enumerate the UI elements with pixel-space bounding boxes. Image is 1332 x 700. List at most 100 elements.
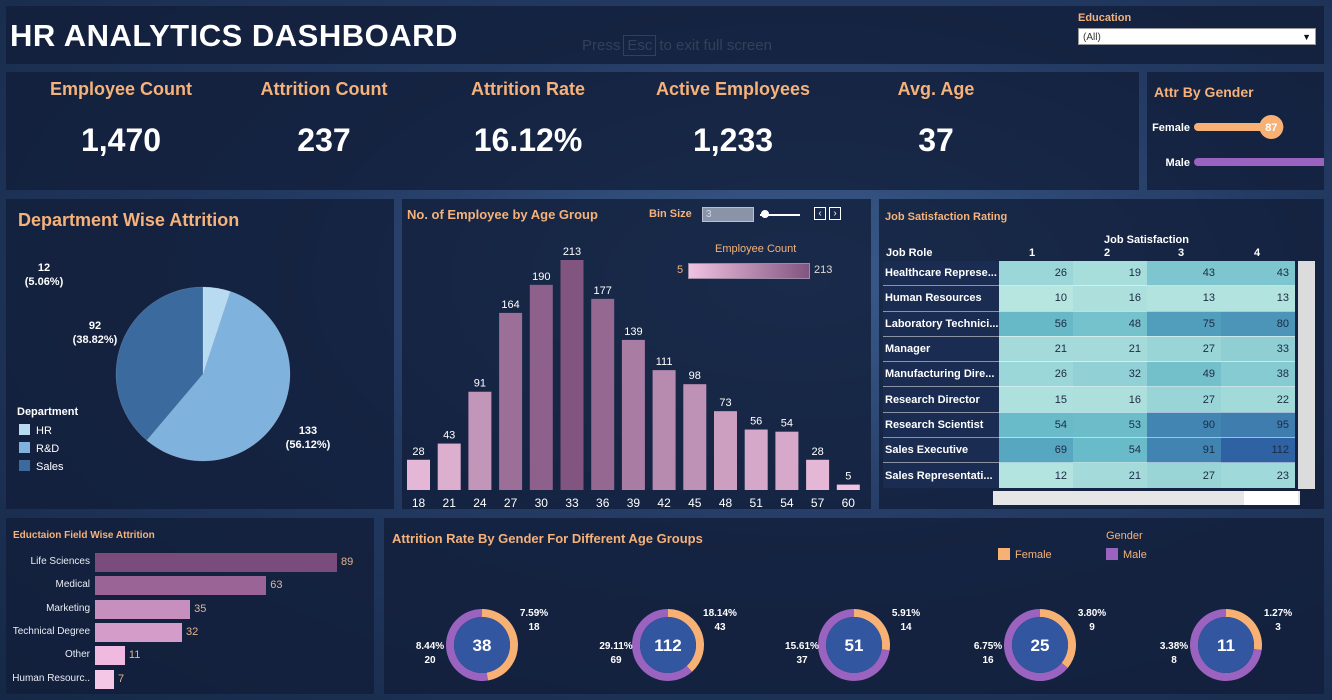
kpi-label: Attrition Rate [471, 79, 585, 99]
bin-size-input[interactable]: 3 [702, 207, 754, 222]
heatmap-cell[interactable]: 13 [1147, 285, 1221, 312]
heatmap-row: Research Scientist 54 53 90 95 [883, 411, 1295, 438]
donut-male-segment[interactable] [1004, 609, 1068, 681]
bin-size-slider-handle[interactable] [761, 210, 769, 218]
kpi-panel: Employee Count 1,470 Attrition Count 237… [6, 72, 1139, 190]
donut-female-segment[interactable] [482, 609, 518, 681]
heatmap-cell[interactable]: 48 [1073, 310, 1147, 337]
age-bar[interactable] [714, 411, 737, 490]
heatmap-cell[interactable]: 75 [1147, 310, 1221, 337]
heatmap-cell[interactable]: 27 [1147, 386, 1221, 413]
heatmap-cell[interactable]: 23 [1221, 462, 1295, 488]
edu-field-value: 32 [186, 625, 199, 638]
age-bar[interactable] [836, 484, 860, 490]
heatmap-cell[interactable]: 13 [1221, 285, 1295, 312]
heatmap-cell[interactable]: 10 [999, 285, 1073, 312]
department-legend: HR R&D Sales [19, 424, 64, 478]
donut-male-segment[interactable] [446, 609, 488, 681]
heatmap-cell[interactable]: 26 [999, 261, 1073, 286]
heatmap-cell[interactable]: 26 [999, 361, 1073, 387]
age-tick-label: 27 [504, 496, 518, 509]
donut-male-percent: 3.38% [1160, 641, 1188, 652]
legend-item-rd[interactable]: R&D [19, 442, 64, 460]
heatmap-cell[interactable]: 15 [999, 386, 1073, 413]
donut-male-segment[interactable] [632, 609, 692, 681]
age-bar[interactable] [560, 260, 584, 490]
age-bar[interactable] [468, 391, 492, 490]
edu-field-bar [95, 599, 191, 619]
heatmap-cell[interactable]: 56 [999, 310, 1073, 337]
edu-field-label: Technical Degree [12, 625, 90, 637]
heatmap-cell[interactable]: 16 [1073, 386, 1147, 413]
age-group-panel: No. of Employee by Age Group Bin Size 3 … [402, 199, 871, 509]
age-bar[interactable] [437, 443, 461, 490]
heatmap-cell[interactable]: 90 [1147, 411, 1221, 438]
heatmap-cell[interactable]: 53 [1073, 411, 1147, 438]
heatmap-cell[interactable]: 91 [1147, 437, 1221, 463]
age-bar[interactable] [407, 459, 430, 490]
horizontal-scrollbar[interactable] [993, 491, 1300, 505]
age-bar[interactable] [775, 431, 799, 490]
pie-slice-sales[interactable] [115, 286, 204, 441]
age-bar[interactable] [591, 298, 615, 490]
edu-field-value: 89 [341, 556, 354, 568]
donut-female-segment[interactable] [854, 609, 890, 651]
age-bar[interactable] [621, 339, 645, 490]
age-bar[interactable] [529, 284, 553, 490]
age-bar-value: 28 [412, 446, 424, 458]
heatmap-cell[interactable]: 16 [1073, 285, 1147, 312]
donut-male-percent: 6.75% [974, 641, 1002, 652]
legend-swatch [19, 424, 30, 435]
attr-by-gender-panel: Attr By Gender Female87Male150 [1147, 72, 1324, 190]
heatmap-cell[interactable]: 22 [1221, 386, 1295, 413]
heatmap-cell[interactable]: 95 [1221, 411, 1295, 438]
heatmap-cell[interactable]: 43 [1221, 261, 1295, 286]
legend-swatch [998, 548, 1010, 560]
heatmap-row: Manager 21 21 27 33 [883, 335, 1295, 362]
bin-size-slider-track[interactable] [760, 214, 800, 216]
heatmap-cell[interactable]: 33 [1221, 335, 1295, 362]
heatmap-cell[interactable]: 49 [1147, 361, 1221, 387]
pie-slice-hr[interactable] [202, 286, 231, 375]
heatmap-cell[interactable]: 21 [1073, 462, 1147, 488]
education-filter-dropdown[interactable]: (All) ▼ [1078, 28, 1316, 45]
heatmap-cell[interactable]: 54 [999, 411, 1073, 438]
heatmap-cell[interactable]: 27 [1147, 462, 1221, 488]
vertical-scrollbar[interactable] [1298, 261, 1315, 489]
heatmap-row: Sales Executive 69 54 91 112 [883, 437, 1295, 463]
heatmap-cell[interactable]: 43 [1147, 261, 1221, 286]
bin-size-decrease-button[interactable]: ‹ [814, 207, 826, 220]
heatmap-cell[interactable]: 19 [1073, 261, 1147, 286]
age-bar[interactable] [744, 429, 768, 490]
legend-item-male[interactable]: Male [1106, 548, 1147, 561]
gender-age-donut-charts: 387.59%188.44%2011218.14%4329.11%69515.9… [416, 608, 1292, 681]
heatmap-cell[interactable]: 32 [1073, 361, 1147, 387]
age-bar[interactable] [683, 384, 707, 490]
bin-size-increase-button[interactable]: › [829, 207, 841, 220]
age-bar[interactable] [652, 370, 676, 490]
donut-female-segment[interactable] [668, 609, 704, 672]
pie-slice-value: 92 [89, 320, 101, 332]
heatmap-cell[interactable]: 27 [1147, 335, 1221, 362]
heatmap-cell[interactable]: 21 [999, 335, 1073, 362]
heatmap-cell[interactable]: 80 [1221, 310, 1295, 337]
kpi-avg-age: Avg. Age 37 [866, 79, 1006, 159]
pie-slice-rd[interactable] [146, 291, 291, 462]
age-bar[interactable] [806, 459, 830, 490]
donut-female-segment[interactable] [1226, 609, 1262, 651]
age-bar-value: 98 [689, 370, 701, 382]
heatmap-cell[interactable]: 54 [1073, 437, 1147, 463]
donut-female-segment[interactable] [1040, 609, 1076, 668]
legend-item-sales[interactable]: Sales [19, 460, 64, 478]
employee-count-gradient [688, 263, 810, 279]
legend-item-hr[interactable]: HR [19, 424, 64, 442]
donut-center [826, 617, 882, 673]
legend-item-female[interactable]: Female [998, 548, 1052, 561]
heatmap-cell[interactable]: 69 [999, 437, 1073, 463]
heatmap-cell[interactable]: 12 [999, 462, 1073, 488]
heatmap-row-label: Sales Executive [883, 437, 999, 463]
heatmap-cell[interactable]: 112 [1221, 437, 1295, 463]
heatmap-cell[interactable]: 38 [1221, 361, 1295, 387]
heatmap-cell[interactable]: 21 [1073, 335, 1147, 362]
age-bar[interactable] [499, 312, 523, 490]
